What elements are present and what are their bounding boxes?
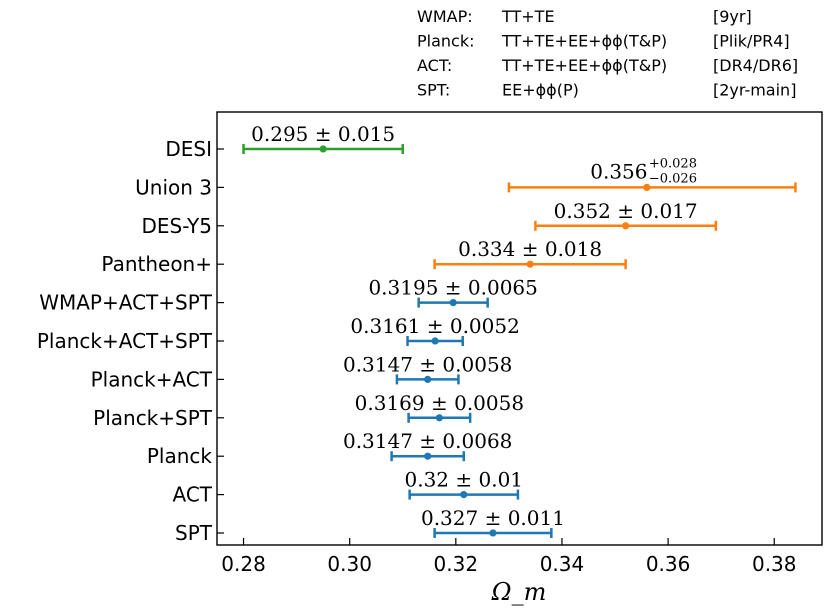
category-label: SPT	[175, 521, 213, 545]
value-annotation-plus: +0.028	[649, 156, 697, 171]
category-label: DESI	[165, 137, 212, 161]
value-annotation: 0.3161 ± 0.0052	[350, 314, 519, 338]
value-annotation: 0.352 ± 0.017	[554, 199, 698, 223]
errorbar-act: 0.32 ± 0.01	[405, 468, 524, 500]
errorbar-desi: 0.295 ± 0.015	[242, 122, 404, 154]
value-annotation: 0.32 ± 0.01	[405, 468, 524, 492]
x-axis-label: Ω_m	[491, 578, 547, 606]
errorbar-planck: 0.3147 ± 0.0068	[343, 429, 512, 462]
value-annotation: 0.3169 ± 0.0058	[355, 391, 524, 415]
data-point	[622, 222, 630, 230]
legend-experiment: SPT:	[417, 81, 450, 100]
value-annotation: 0.334 ± 0.018	[458, 237, 602, 261]
category-label: Planck+ACT+SPT	[37, 329, 213, 353]
legend-data: TT+TE+EE+ϕϕ(T&P)	[501, 32, 667, 51]
x-tick-label: 0.34	[540, 552, 585, 576]
legend-data: EE+ϕϕ(P)	[502, 81, 579, 100]
x-tick-label: 0.28	[221, 552, 266, 576]
data-point	[449, 299, 457, 307]
value-annotation-minus: −0.026	[649, 171, 697, 186]
x-tick-label: 0.30	[327, 552, 372, 576]
legend-release: [9yr]	[713, 7, 752, 26]
legend-data: TT+TE	[501, 7, 555, 26]
data-point	[431, 337, 439, 345]
x-tick-label: 0.36	[646, 552, 691, 576]
y-axis: DESI Union 3 DES-Y5 Pantheon+ WMAP+ACT+SPT Pl…	[37, 137, 224, 545]
errorbar-planck-spt: 0.3169 ± 0.0058	[355, 391, 524, 423]
category-label: Planck+SPT	[93, 406, 213, 430]
errorbar-planck-act-spt: 0.3161 ± 0.0052	[350, 314, 520, 346]
legend-data: TT+TE+EE+ϕϕ(T&P)	[501, 56, 667, 75]
errorbar-des-y5: 0.352 ± 0.017	[534, 199, 718, 231]
errorbar-spt: 0.327 ± 0.011	[421, 506, 565, 538]
value-annotation: 0.3147 ± 0.0058	[343, 352, 512, 376]
data-point	[460, 491, 468, 499]
data-point	[489, 529, 497, 537]
data-series: 0.295 ± 0.015 0.356 +0.028−0.026 0.352 ± 0.…	[242, 122, 797, 538]
category-label: Planck	[147, 444, 213, 468]
data-point	[643, 183, 651, 191]
value-annotation: 0.3195 ± 0.0065	[368, 276, 537, 300]
category-label: Union 3	[135, 175, 212, 199]
x-axis: 0.28 0.30 0.32 0.34 0.36 0.38	[221, 538, 797, 576]
category-label: ACT	[172, 483, 212, 507]
legend-table: WMAP: TT+TE [9yr] Planck: TT+TE+EE+ϕϕ(T&P) [P…	[417, 7, 798, 100]
errorbar-pantheon-: 0.334 ± 0.018	[433, 237, 627, 270]
legend-experiment: Planck:	[417, 32, 475, 51]
legend-experiment: ACT:	[417, 56, 452, 75]
data-point	[319, 145, 327, 153]
errorbar-union-3: 0.356 +0.028−0.026	[507, 156, 797, 193]
x-tick-label: 0.32	[434, 552, 479, 576]
x-tick-label: 0.38	[752, 552, 797, 576]
plot-frame	[216, 111, 823, 546]
category-label: Pantheon+	[101, 252, 212, 276]
legend-experiment: WMAP:	[417, 7, 473, 26]
errorbar-planck-act: 0.3147 ± 0.0058	[343, 352, 512, 385]
errorbar-wmap-act-spt: 0.3195 ± 0.0065	[368, 276, 538, 308]
value-annotation: 0.327 ± 0.011	[421, 506, 565, 530]
legend-release: [Plik/PR4]	[713, 32, 790, 51]
data-point	[435, 414, 443, 422]
data-point	[424, 452, 432, 460]
data-point	[424, 375, 432, 383]
value-annotation: 0.356	[590, 159, 647, 183]
legend-release: [2yr-main]	[713, 81, 796, 100]
legend-release: [DR4/DR6]	[713, 56, 798, 75]
value-annotation: 0.3147 ± 0.0068	[343, 429, 512, 453]
category-label: Planck+ACT	[91, 367, 213, 391]
value-annotation: 0.295 ± 0.015	[251, 122, 395, 146]
data-point	[526, 260, 534, 268]
category-label: WMAP+ACT+SPT	[39, 291, 213, 315]
category-label: DES-Y5	[141, 214, 212, 238]
